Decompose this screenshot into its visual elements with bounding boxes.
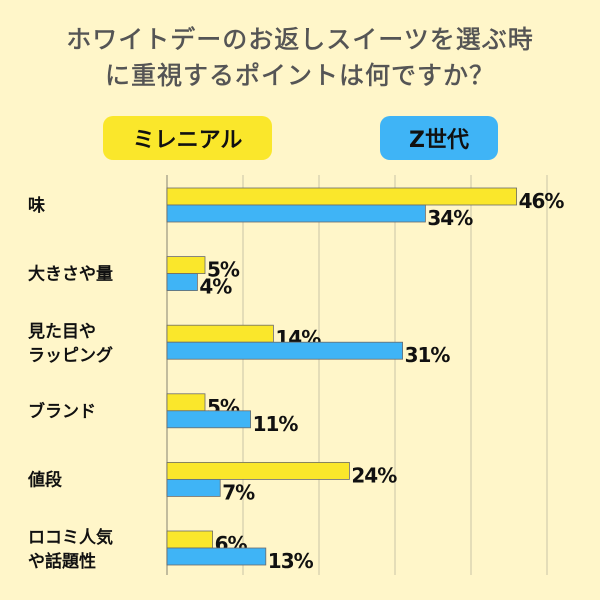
value-label-genz: 7% xyxy=(222,480,255,504)
value-label-genz: 11% xyxy=(253,412,299,436)
value-label-millennial: 46% xyxy=(519,189,565,213)
category-label: ロコミ人気 xyxy=(28,527,113,548)
bar-genz xyxy=(166,204,426,223)
bar-millennial xyxy=(166,461,350,480)
value-label-millennial: 24% xyxy=(351,463,397,487)
bar-millennial xyxy=(166,393,206,412)
value-label-genz: 13% xyxy=(268,549,314,573)
value-label-genz: 31% xyxy=(405,343,451,367)
category-label: や話題性 xyxy=(28,551,96,572)
bar-millennial xyxy=(166,187,518,206)
value-label-genz: 34% xyxy=(427,206,473,230)
category-label: 値段 xyxy=(27,469,62,490)
bar-millennial xyxy=(166,324,274,343)
category-label: 味 xyxy=(28,195,45,216)
legend-genz-label: Z世代 xyxy=(409,128,469,153)
value-label-millennial: 5% xyxy=(207,258,240,282)
chart-title-line1: ホワイトデーのお返しスイーツを選ぶ時 xyxy=(66,25,534,55)
chart-title: ホワイトデーのお返しスイーツを選ぶ時 に重視するポイントは何ですか？ xyxy=(0,22,600,94)
chart-title-line2: に重視するポイントは何ですか？ xyxy=(104,61,495,91)
bar-genz xyxy=(166,273,198,292)
bar-genz xyxy=(166,341,404,360)
legend-genz: Z世代 xyxy=(380,116,498,160)
bar-millennial xyxy=(166,530,213,549)
legend-millennial: ミレニアル xyxy=(103,116,272,160)
category-label: 大きさや量 xyxy=(28,264,113,285)
bar-genz xyxy=(166,547,267,566)
category-label: 見た目や xyxy=(27,322,96,342)
value-label-genz: 4% xyxy=(199,275,232,299)
category-label: ブランド xyxy=(28,401,96,422)
bar-millennial xyxy=(166,256,206,275)
bar-genz xyxy=(166,478,221,497)
bar-genz xyxy=(166,410,251,429)
legend-millennial-label: ミレニアル xyxy=(132,128,243,153)
category-label: ラッピング xyxy=(28,345,113,366)
